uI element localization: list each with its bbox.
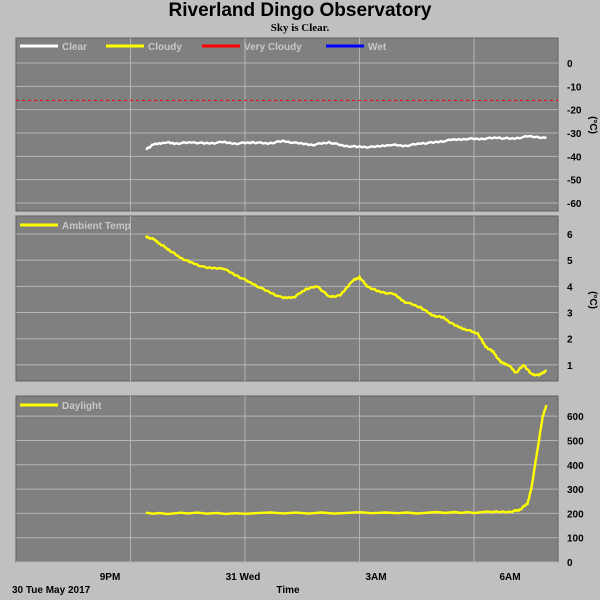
sky-gridlines (16, 38, 558, 211)
sky-y-unit-label: (°C) (587, 116, 598, 134)
y-tick-label: 1 (567, 361, 573, 372)
x-tick-31-wed: 31 Wed (226, 572, 261, 583)
sky-y-tick-labels: 0 -10 -20 -30 -40 -50 -60 (567, 59, 582, 210)
x-tick-6am: 6AM (499, 572, 520, 583)
y-tick-label: 4 (567, 282, 573, 293)
y-tick-label: 6 (567, 230, 573, 241)
sky-panel: Clear Cloudy Very Cloudy Wet 0 -10 -20 -30 -… (15, 37, 598, 212)
daylight-plot-area (15, 395, 559, 563)
y-tick-label: -10 (567, 82, 582, 93)
y-tick-label: 5 (567, 256, 573, 267)
x-axis: 9PM 31 Wed 3AM 6AM 30 Tue May 2017 Time (12, 572, 521, 596)
y-tick-label: -50 (567, 176, 582, 187)
ambient-y-tick-labels: 1 2 3 4 5 6 (567, 230, 573, 372)
x-tick-9pm: 9PM (100, 572, 121, 583)
legend-label-wet: Wet (368, 42, 387, 53)
y-tick-label: 100 (567, 534, 584, 545)
y-tick-label: -20 (567, 106, 582, 117)
daylight-panel: Daylight 0 100 200 300 400 500 600 (15, 395, 584, 569)
chart-title: Riverland Dingo Observatory (168, 0, 432, 21)
ambient-temp-series-line (144, 235, 548, 378)
legend-label-ambient-temp: Ambient Temp (62, 221, 131, 232)
sky-status-subtitle: Sky is Clear. (270, 22, 330, 34)
legend-label-daylight: Daylight (62, 401, 102, 412)
daylight-legend: Daylight (20, 401, 102, 412)
daylight-series-line (145, 404, 548, 516)
sky-legend: Clear Cloudy Very Cloudy Wet (20, 42, 387, 53)
ambient-legend: Ambient Temp (20, 221, 131, 232)
y-tick-label: 0 (567, 558, 573, 569)
legend-label-clear: Clear (62, 42, 87, 53)
sky-plot-area (15, 37, 559, 212)
legend-label-very-cloudy: Very Cloudy (244, 42, 302, 53)
daylight-y-tick-labels: 0 100 200 300 400 500 600 (567, 412, 584, 569)
legend-label-cloudy: Cloudy (148, 42, 182, 53)
y-tick-label: 500 (567, 436, 584, 447)
ambient-y-unit-label: (°C) (587, 291, 598, 309)
y-tick-label: 2 (567, 335, 573, 346)
y-tick-label: 400 (567, 461, 584, 472)
x-tick-3am: 3AM (365, 572, 386, 583)
x-axis-title: Time (276, 585, 300, 596)
y-tick-label: 600 (567, 412, 584, 423)
y-tick-label: -60 (567, 199, 582, 210)
ambient-gridlines (16, 216, 558, 381)
y-tick-label: -30 (567, 129, 582, 140)
y-tick-label: 200 (567, 509, 584, 520)
y-tick-label: -40 (567, 152, 582, 163)
y-tick-label: 300 (567, 485, 584, 496)
clear-series-line (145, 134, 547, 151)
y-tick-label: 3 (567, 309, 573, 320)
ambient-panel: Ambient Temp 1 2 3 4 5 6 (°C) (15, 215, 598, 382)
date-label: 30 Tue May 2017 (12, 585, 91, 596)
y-tick-label: 0 (567, 59, 573, 70)
